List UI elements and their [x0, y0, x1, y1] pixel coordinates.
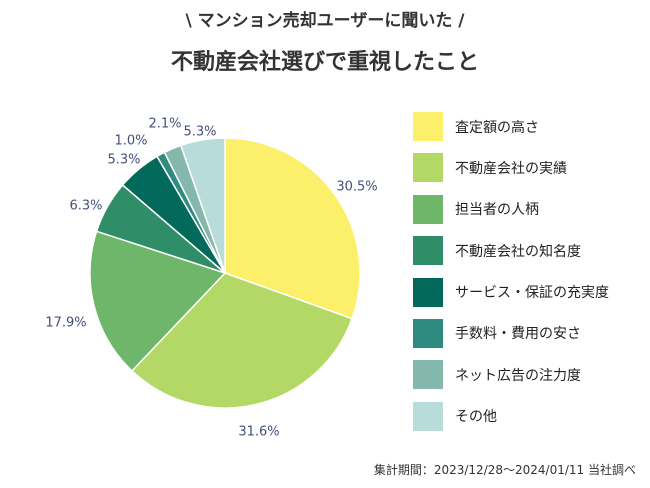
pie-slice	[179, 137, 226, 274]
slice-value-label: 17.9%	[45, 316, 86, 331]
legend-label: サービス・保証の充実度	[455, 285, 609, 302]
legend-label: ネット広告の注力度	[455, 367, 581, 384]
legend-swatch	[413, 401, 443, 431]
pie-slice	[89, 230, 227, 372]
slice-value-label: 31.6%	[238, 425, 279, 440]
slice-value-label: 30.5%	[336, 180, 377, 195]
chart-title: 不動産会社選びで重視したこと	[170, 50, 479, 75]
pie-slice	[130, 272, 353, 409]
legend-item: 手数料・費用の安さ	[413, 318, 609, 348]
legend-item: ネット広告の注力度	[413, 360, 609, 390]
slice-value-label: 5.3%	[107, 153, 140, 168]
legend-item: 不動産会社の実績	[413, 153, 609, 183]
survey-period-note: 集計期間：2023/12/28～2024/01/11 当社調べ	[373, 463, 636, 477]
legend: 査定額の高さ不動産会社の実績 担当者の人柄不動産会社の知名度サービス・保証の充実度…	[413, 112, 609, 443]
slice-value-label: 1.0%	[114, 134, 147, 149]
legend-item: サービス・保証の充実度	[413, 277, 609, 307]
legend-item: その他	[413, 401, 609, 431]
legend-swatch	[413, 194, 443, 224]
legend-label: 手数料・費用の安さ	[455, 326, 581, 343]
legend-label: 不動産会社の実績	[455, 160, 567, 177]
legend-item: 担当者の人柄	[413, 194, 609, 224]
legend-swatch	[413, 318, 443, 348]
legend-label: 不動産会社の知名度	[455, 243, 581, 260]
legend-swatch	[413, 153, 443, 183]
legend-swatch	[413, 360, 443, 390]
legend-item: 不動産会社の知名度	[413, 236, 609, 266]
legend-swatch	[413, 236, 443, 266]
legend-item: 査定額の高さ	[413, 112, 609, 141]
legend-swatch	[413, 112, 443, 141]
legend-swatch	[413, 277, 443, 307]
legend-label: 担当者の人柄	[455, 202, 539, 219]
chart-subtitle: \ マンション売却ユーザーに聞いた /	[185, 11, 465, 31]
legend-label: その他	[455, 409, 497, 426]
slice-value-label: 6.3%	[69, 199, 102, 214]
slice-value-label: 5.3%	[183, 125, 216, 140]
pie-slice	[224, 137, 361, 320]
legend-label: 査定額の高さ	[455, 119, 539, 136]
slice-value-label: 2.1%	[148, 117, 181, 132]
